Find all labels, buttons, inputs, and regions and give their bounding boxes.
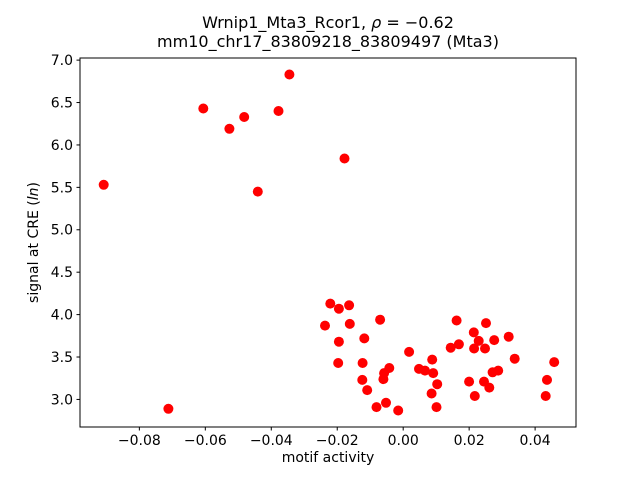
data-point [484, 382, 495, 393]
data-point [224, 123, 235, 134]
data-point [469, 391, 480, 401]
y-axis-label-suffix: ) [26, 182, 42, 187]
data-points-layer [98, 69, 560, 416]
data-point [359, 333, 370, 344]
data-point [362, 385, 373, 396]
y-tick-label: 3.0 [51, 392, 73, 408]
x-axis-ticks: −0.08 −0.06 −0.04 −0.02 0.00 0.02 0.04 [118, 427, 551, 449]
data-point [198, 103, 209, 114]
data-point [426, 388, 437, 399]
y-tick-label: 4.0 [51, 308, 73, 324]
y-tick-label: 3.5 [51, 350, 73, 366]
data-point [540, 391, 551, 401]
y-tick-label: 6.0 [51, 138, 73, 154]
y-tick-label: 4.5 [51, 265, 73, 281]
data-point [428, 368, 439, 379]
data-point [357, 358, 368, 368]
data-point [371, 402, 382, 413]
x-axis-label: motif activity [282, 450, 375, 466]
data-point [284, 69, 295, 80]
data-point [468, 327, 479, 338]
data-point [344, 300, 355, 311]
y-tick-label: 6.5 [51, 95, 73, 111]
data-point [378, 374, 389, 385]
data-point [542, 374, 552, 385]
data-point [98, 179, 109, 190]
data-point [320, 320, 330, 331]
x-tick-label: −0.02 [316, 433, 359, 449]
data-point [473, 335, 484, 346]
data-point [481, 318, 491, 329]
x-tick-label: 0.02 [454, 433, 485, 449]
rho-symbol: ρ [371, 13, 381, 32]
data-point [163, 403, 174, 414]
y-axis-label-prefix: signal at CRE ( [26, 200, 42, 303]
y-axis-label-italic: ln [26, 188, 42, 201]
x-tick-label: −0.08 [118, 433, 161, 449]
data-point [252, 186, 263, 197]
data-point [333, 358, 344, 368]
data-point [469, 343, 480, 354]
chart-title-line1-suffix: = −0.62 [381, 13, 454, 32]
data-point [431, 402, 442, 413]
x-tick-label: 0.00 [388, 433, 419, 449]
y-tick-label: 7.0 [51, 53, 73, 69]
x-tick-label: −0.06 [184, 433, 227, 449]
data-point [451, 315, 462, 326]
data-point [333, 303, 344, 314]
data-point [464, 376, 475, 387]
y-axis-label: signal at CRE (ln) [26, 182, 42, 303]
axes-spines [79, 57, 577, 428]
data-point [549, 357, 560, 368]
data-point [445, 342, 456, 353]
data-point [384, 363, 395, 373]
data-point [404, 346, 415, 357]
chart-title-line1-prefix: Wrnip1_Mta3_Rcor1, [202, 13, 371, 33]
data-point [432, 379, 443, 390]
data-point [357, 374, 368, 385]
x-tick-label: 0.04 [520, 433, 551, 449]
data-point [509, 353, 520, 364]
data-point [489, 335, 500, 346]
data-point [239, 112, 250, 122]
chart-title-line2: mm10_chr17_83809218_83809497 (Mta3) [157, 32, 499, 52]
data-point [503, 331, 514, 342]
data-point [325, 298, 336, 309]
data-point [480, 343, 490, 354]
chart-title-line1: Wrnip1_Mta3_Rcor1, ρ = −0.62 [202, 13, 454, 33]
data-point [427, 354, 438, 365]
y-tick-label: 5.0 [51, 223, 73, 239]
data-point [393, 405, 404, 416]
x-tick-label: −0.04 [250, 433, 293, 449]
y-axis-ticks: 3.0 3.5 4.0 4.5 5.0 5.5 6.0 6.5 7.0 [51, 53, 80, 408]
y-tick-label: 5.5 [51, 180, 73, 196]
data-point [420, 365, 430, 376]
data-point [333, 336, 344, 347]
data-point [375, 314, 386, 325]
data-point [339, 153, 350, 164]
data-point [453, 339, 464, 350]
data-point [493, 365, 504, 376]
data-point [344, 318, 355, 329]
data-point [381, 397, 391, 408]
data-point [273, 106, 284, 116]
